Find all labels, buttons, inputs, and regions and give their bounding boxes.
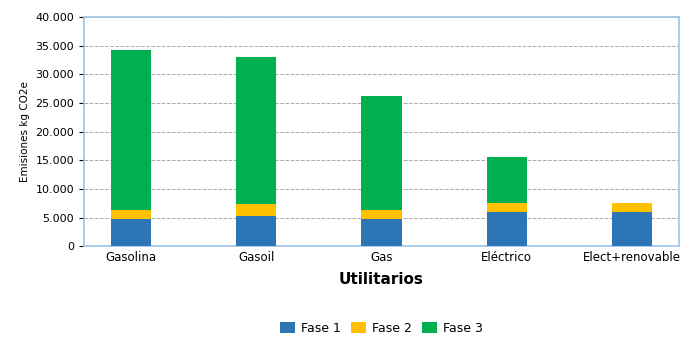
Bar	[237, 216, 276, 246]
Bar	[361, 95, 402, 210]
Bar	[612, 212, 652, 246]
Bar	[237, 57, 276, 205]
Bar	[111, 219, 151, 246]
Bar	[361, 210, 402, 219]
Bar	[612, 203, 652, 212]
Bar	[486, 157, 526, 203]
Legend: Fase 1, Fase 2, Fase 3: Fase 1, Fase 2, Fase 3	[275, 317, 488, 340]
Y-axis label: Emisiones kg CO2e: Emisiones kg CO2e	[20, 81, 30, 182]
Bar	[486, 212, 526, 246]
Bar	[111, 210, 151, 219]
Bar	[237, 205, 276, 216]
Bar	[361, 219, 402, 246]
X-axis label: Utilitarios: Utilitarios	[339, 273, 424, 287]
Bar	[486, 203, 526, 212]
Bar	[111, 50, 151, 210]
